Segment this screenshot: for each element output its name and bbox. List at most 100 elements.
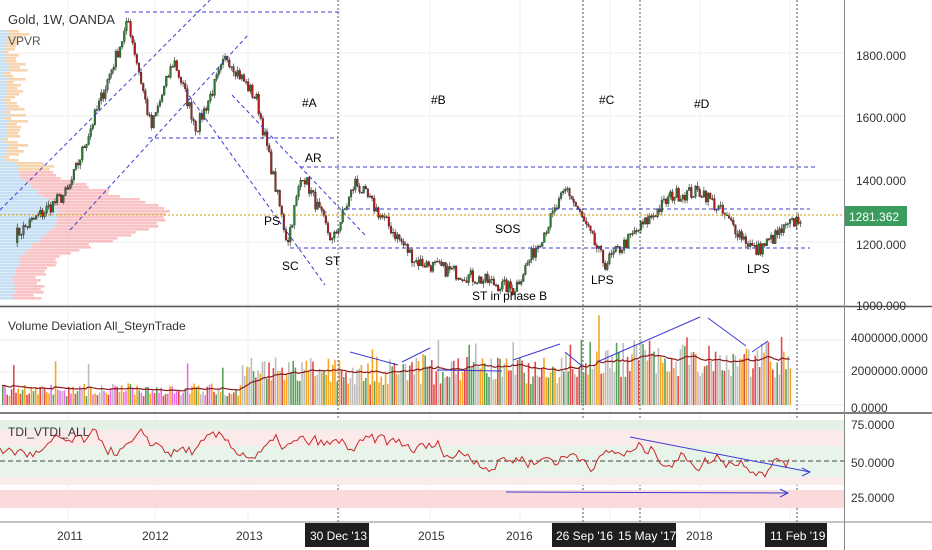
candle-body xyxy=(41,210,44,217)
price-axis[interactable]: 1800.000 1600.000 1400.000 1200.000 1000… xyxy=(856,49,906,313)
volume-bar xyxy=(303,369,305,405)
candle-body xyxy=(520,281,523,285)
volume-bar xyxy=(178,390,180,405)
vpvr-row xyxy=(0,162,16,165)
volume-bar xyxy=(204,395,206,405)
vpvr-row xyxy=(4,81,14,84)
volume-bar xyxy=(263,361,266,405)
candle-body xyxy=(72,169,75,180)
volume-bar xyxy=(30,386,33,405)
volume-bar xyxy=(582,372,585,405)
volume-bar xyxy=(626,356,629,405)
volume-bar xyxy=(776,362,778,405)
tdi-axis[interactable]: 75.0000 50.0000 25.0000 xyxy=(851,418,895,505)
volume-bar xyxy=(371,349,374,405)
volume-bar xyxy=(35,387,37,405)
candle-body xyxy=(572,199,575,203)
candle-body xyxy=(224,56,227,60)
vpvr-row xyxy=(0,276,13,279)
volume-bar xyxy=(442,372,444,405)
volume-bar xyxy=(202,391,204,405)
volume-bar xyxy=(52,394,55,405)
volume-bar xyxy=(519,357,521,405)
candle-body xyxy=(276,190,279,192)
candle-body xyxy=(85,144,88,149)
vpvr-row xyxy=(0,78,9,81)
candle-body xyxy=(18,227,21,236)
tdi-series-line xyxy=(0,428,790,478)
candle-body xyxy=(152,115,155,128)
candle-body xyxy=(89,128,92,137)
candle-body xyxy=(350,189,353,198)
vpvr-row xyxy=(9,144,29,147)
candle-body xyxy=(709,192,712,199)
candle-body xyxy=(700,196,703,198)
candle-body xyxy=(770,235,773,240)
candle-body xyxy=(675,188,678,198)
volume-bar xyxy=(556,383,558,405)
candle-body xyxy=(669,191,672,197)
volume-bar xyxy=(398,374,400,405)
candle-body xyxy=(278,190,281,207)
volume-bar xyxy=(620,376,622,405)
event-label-sos: SOS xyxy=(495,222,520,236)
volume-bar xyxy=(239,385,242,405)
vpvr-row xyxy=(0,255,21,258)
candle-body xyxy=(408,249,411,253)
volume-bar xyxy=(670,358,673,405)
candle-body xyxy=(581,211,584,217)
vpvr-row xyxy=(9,114,27,117)
candle-body xyxy=(150,114,153,128)
candle-body xyxy=(123,30,126,42)
candle-body xyxy=(263,131,267,136)
candle-body xyxy=(614,246,617,252)
volume-bar xyxy=(191,386,193,405)
candle-body xyxy=(480,276,483,284)
volume-bar xyxy=(558,377,561,405)
volume-bar xyxy=(736,366,739,405)
candle-body xyxy=(444,262,447,277)
volume-bar xyxy=(98,392,101,405)
candle-body xyxy=(158,101,162,107)
candle-body xyxy=(144,90,147,100)
volume-bar xyxy=(186,363,189,405)
volume-bar xyxy=(631,354,633,405)
volume-bar xyxy=(156,387,158,405)
candle-body xyxy=(154,112,157,116)
volume-bar xyxy=(789,368,792,405)
volume-bar xyxy=(455,373,457,405)
candle-body xyxy=(799,222,802,224)
volume-bar xyxy=(708,345,710,405)
candle-body xyxy=(320,207,323,211)
time-tick: 2011 xyxy=(57,529,83,543)
candle-body xyxy=(257,93,260,114)
vpvr-row xyxy=(15,162,44,165)
candle-body xyxy=(694,185,697,197)
volume-bar xyxy=(61,391,63,405)
candle-body xyxy=(551,211,554,214)
volume-bar xyxy=(281,367,283,405)
vpvr-row xyxy=(0,129,7,132)
time-axis[interactable]: 2011 2012 2013 2015 2016 2018 xyxy=(57,529,713,543)
volume-bar xyxy=(668,371,671,405)
candle-body xyxy=(121,41,124,48)
candle-body xyxy=(501,281,504,290)
volume-bar xyxy=(274,357,277,405)
volume-bar xyxy=(288,362,290,405)
candle-body xyxy=(203,108,206,120)
volume-bar xyxy=(490,358,492,405)
candle-body xyxy=(58,194,61,196)
candle-body xyxy=(665,198,668,204)
phase-label-a: #A xyxy=(302,96,317,110)
volume-bar xyxy=(6,394,8,405)
candle-body xyxy=(274,171,277,192)
volume-axis[interactable]: 4000000.0000 2000000.0000 0.0000 xyxy=(851,331,928,415)
candle-body xyxy=(299,179,302,187)
candle-body xyxy=(692,196,695,198)
candle-body xyxy=(368,195,372,198)
vpvr-row xyxy=(4,75,14,78)
volume-bar xyxy=(107,394,110,405)
vpvr-row xyxy=(0,291,16,294)
vpvr-row xyxy=(6,141,18,144)
